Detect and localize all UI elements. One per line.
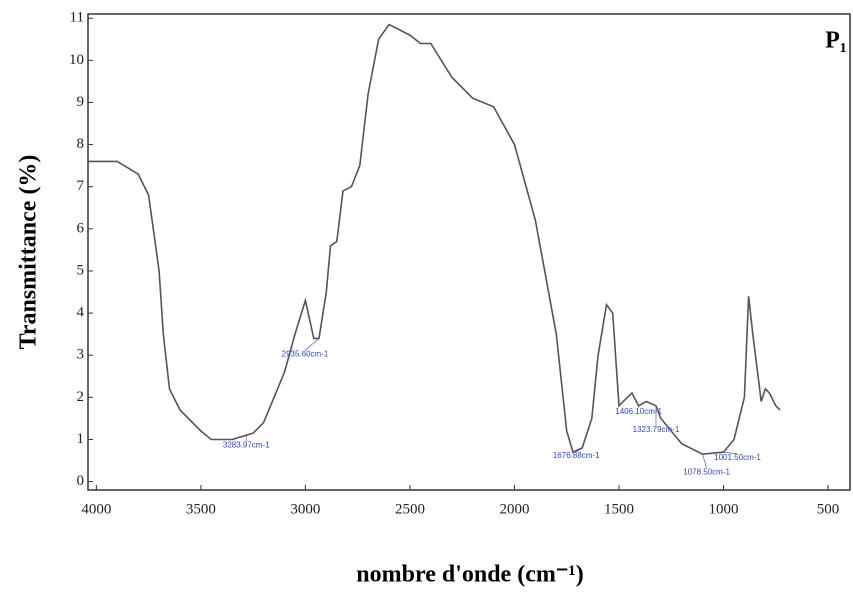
y-tick-label: 5 [77,262,85,278]
y-tick-label: 6 [77,220,85,236]
annotation: 3283.97cm-1 [223,440,270,449]
annotation-leader [723,451,738,455]
annotation: 1406.10cm-1 [615,407,662,416]
x-tick-label: 4000 [81,501,111,517]
annotation-leader [304,338,320,351]
y-axis-label: Transmittance (%) [16,155,42,350]
x-tick-label: 3000 [290,501,320,517]
annotation: 1078.50cm-1 [683,467,730,476]
spectrum-line [88,23,781,456]
plot-frame [87,13,851,491]
y-tick-label: 10 [69,52,84,68]
y-tick-label: 4 [77,305,85,321]
chart-title: P₁ [825,28,847,54]
annotation: 1676.88cm-1 [553,451,600,460]
y-tick-label: 8 [77,136,85,152]
y-tick-label: 0 [77,473,85,489]
x-axis-label: nombre d'onde (cm⁻¹) [356,562,583,588]
annotation: 1001.50cm-1 [714,453,761,462]
x-tick-label: 2000 [499,501,529,517]
y-tick-label: 1 [77,431,85,447]
annotation-leader [702,454,707,469]
x-tick-label: 2500 [395,501,425,517]
y-tick-label: 7 [77,178,85,194]
annotation: 2935.60cm-1 [282,349,329,358]
annotation-leader [576,447,583,453]
x-tick-label: 1500 [604,501,634,517]
x-tick-label: 1000 [709,501,739,517]
y-tick-label: 11 [70,10,84,26]
x-tick-label: 500 [817,501,840,517]
x-tick-label: 3500 [186,501,216,517]
y-tick-label: 2 [77,389,85,405]
annotation: 1323.79cm-1 [633,425,680,434]
y-tick-label: 9 [77,94,85,110]
y-tick-label: 3 [77,347,85,363]
